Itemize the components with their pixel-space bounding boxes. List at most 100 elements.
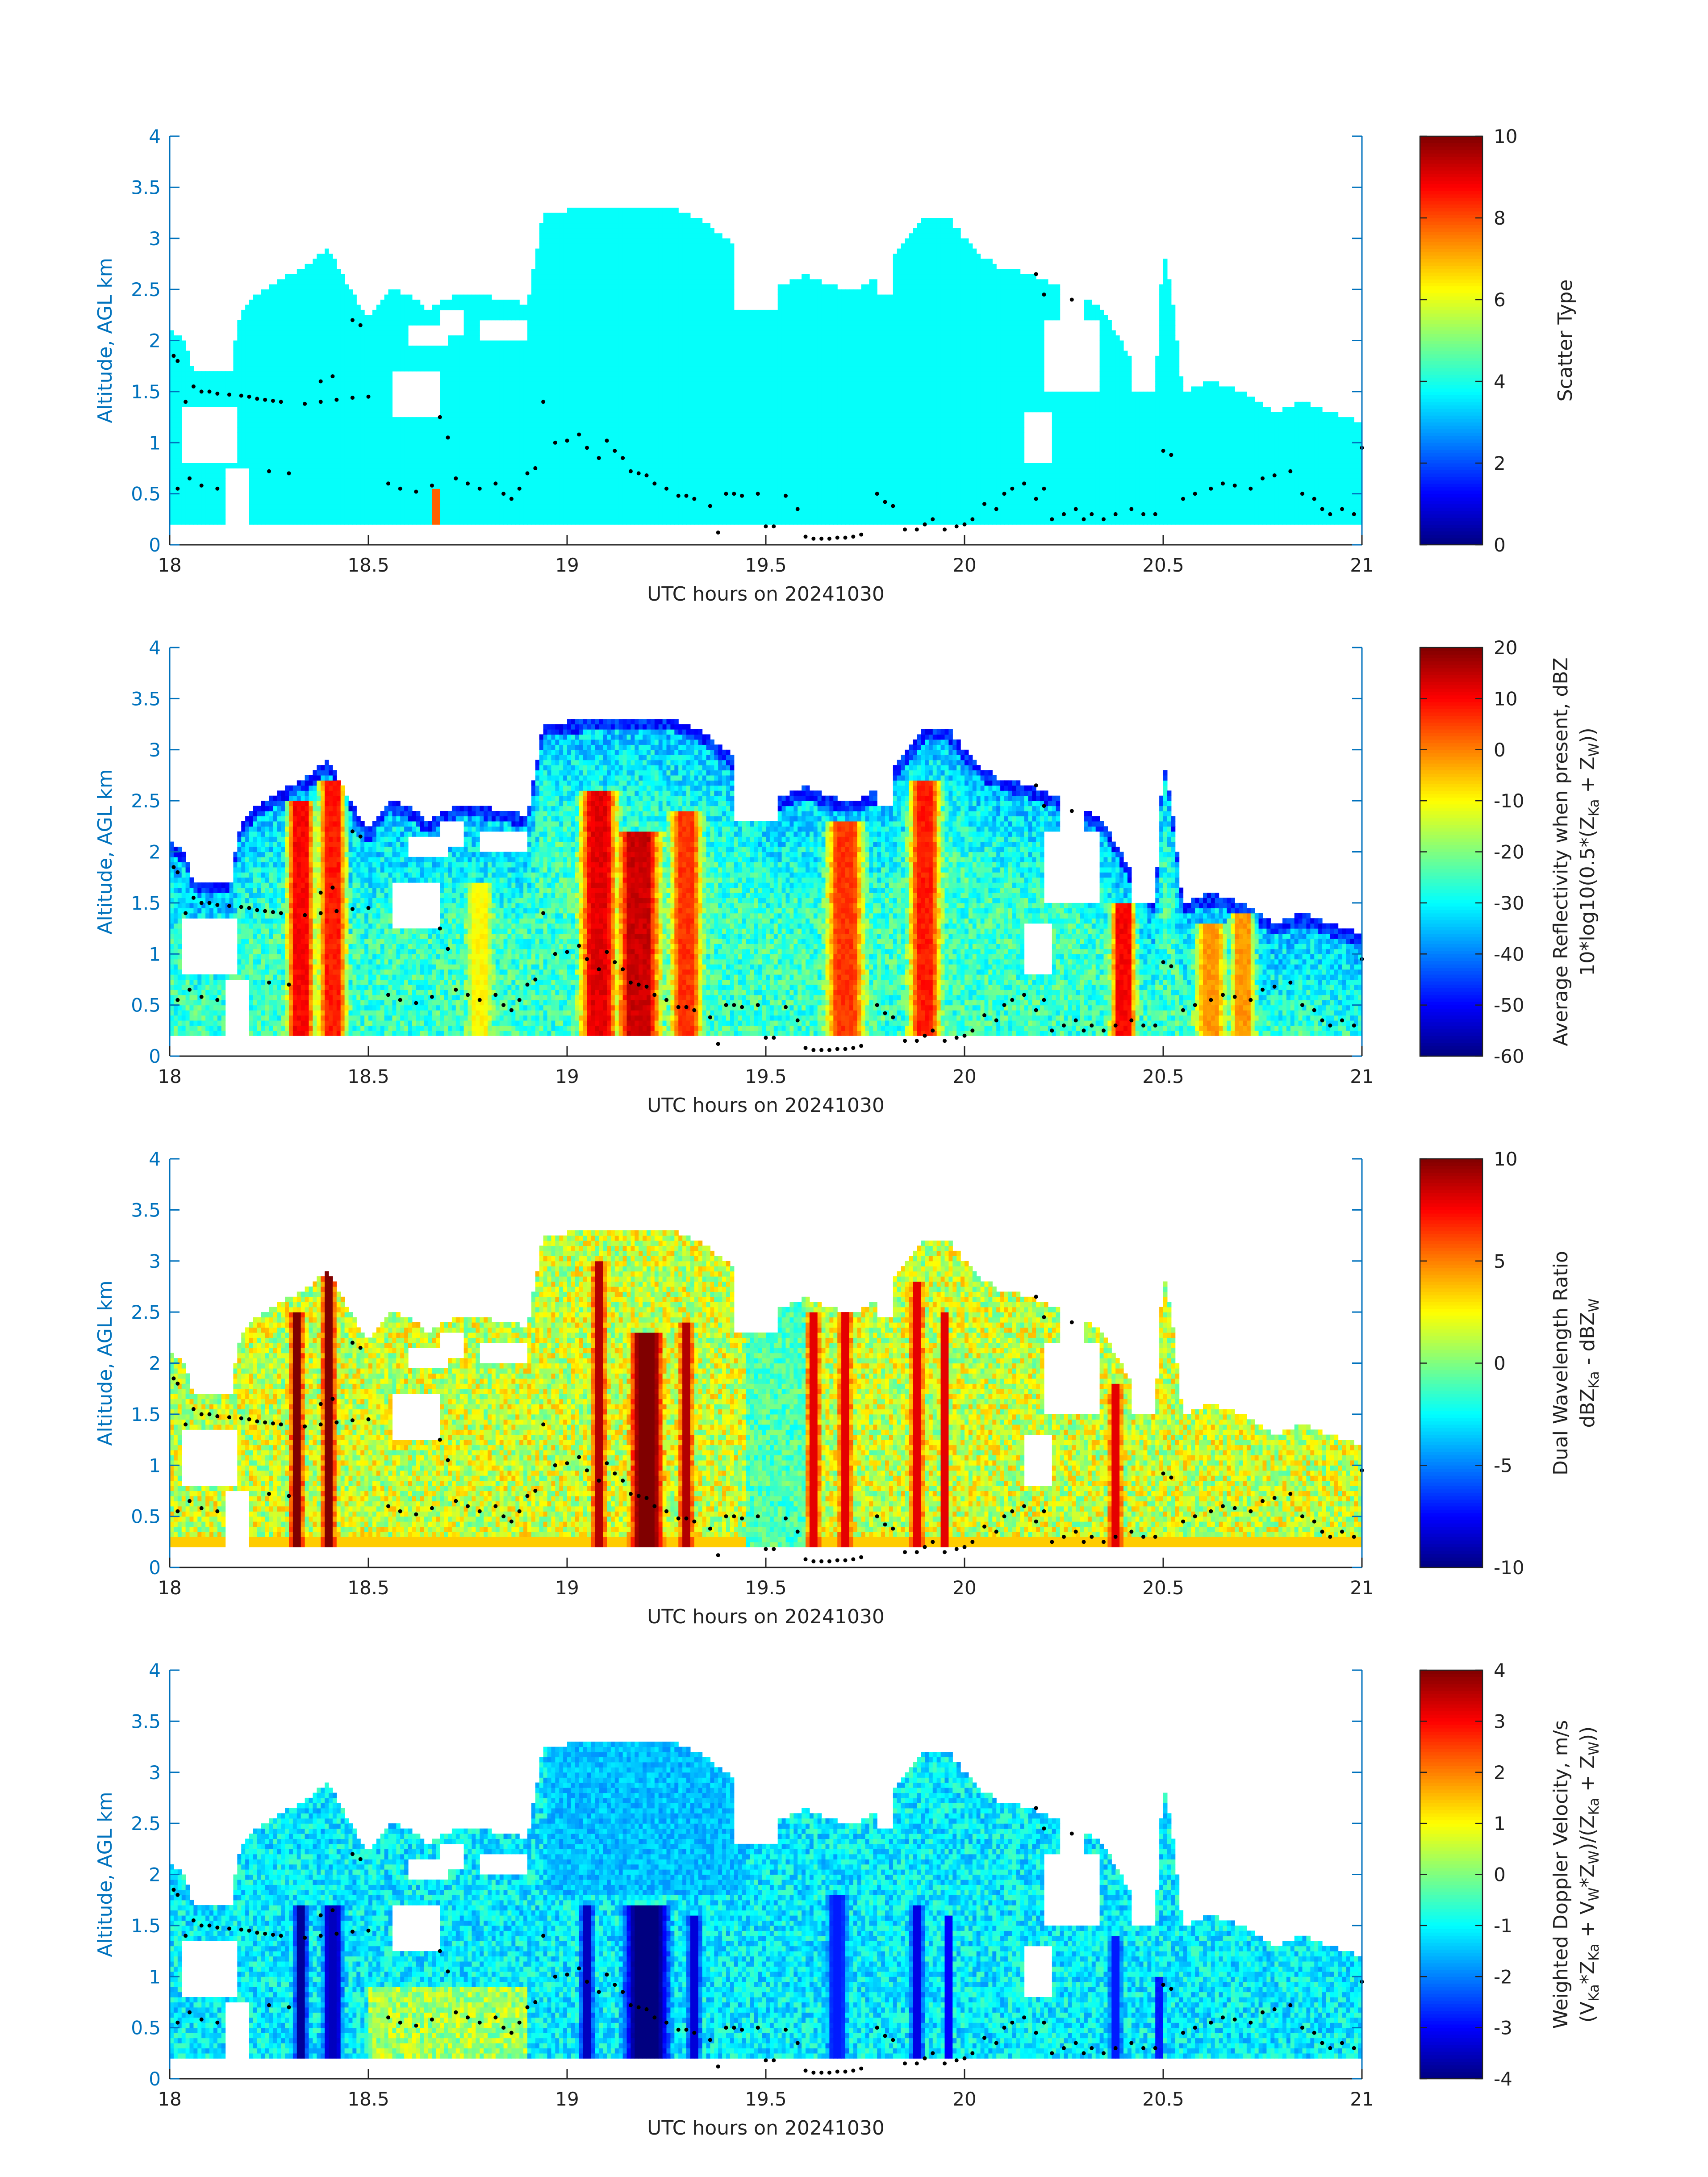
heatmap-cell [293, 432, 297, 438]
heatmap-cell [249, 315, 254, 320]
heatmap-cell [345, 346, 349, 351]
heatmap-cell [309, 284, 313, 290]
heatmap-cell [341, 279, 345, 284]
heatmap-cell [281, 504, 285, 510]
heatmap-cell [281, 417, 285, 422]
heatmap-cell [257, 325, 262, 330]
heatmap-cell [285, 310, 289, 315]
heatmap-cell [277, 468, 281, 473]
heatmap-cell [281, 484, 285, 489]
heatmap-cell [309, 509, 313, 514]
heatmap-cell [345, 295, 349, 300]
heatmap-cell [281, 392, 285, 397]
heatmap-cell [257, 386, 262, 392]
heatmap-cell [293, 315, 297, 320]
heatmap-cell [333, 448, 337, 453]
heatmap-cell [273, 422, 277, 428]
heatmap-cell [257, 361, 262, 366]
heatmap-cell [301, 346, 305, 351]
heatmap-cell [293, 514, 297, 519]
heatmap-cell [182, 494, 186, 499]
heatmap-cell [245, 305, 250, 310]
heatmap-cell [333, 289, 337, 295]
heatmap-cell [297, 514, 301, 519]
heatmap-cell [253, 509, 258, 514]
heatmap-cell [226, 386, 230, 392]
heatmap-cell [249, 463, 254, 468]
heatmap-cell [249, 371, 254, 376]
heatmap-cell [249, 427, 254, 433]
heatmap-cell [301, 499, 305, 504]
heatmap-cell [178, 443, 182, 448]
heatmap-cell [321, 269, 325, 274]
heatmap-cell [273, 489, 277, 494]
heatmap-cell [333, 341, 337, 346]
heatmap-cell [190, 484, 194, 489]
heatmap-cell [217, 371, 222, 376]
heatmap-cell [178, 504, 182, 510]
heatmap-cell [182, 366, 186, 372]
heatmap-cell [221, 402, 226, 407]
heatmap-cell [333, 325, 337, 330]
heatmap-cell [257, 494, 262, 499]
heatmap-cell [273, 478, 277, 484]
heatmap-cell [253, 427, 258, 433]
heatmap-cell [257, 438, 262, 443]
heatmap-cell [309, 386, 313, 392]
heatmap-cell [289, 422, 293, 428]
heatmap-cell [301, 438, 305, 443]
heatmap-cell [269, 473, 274, 479]
heatmap-cell [317, 448, 321, 453]
heatmap-cell [237, 371, 242, 376]
heatmap-cell [329, 386, 333, 392]
heatmap-cell [249, 417, 254, 422]
heatmap-cell [309, 397, 313, 402]
heatmap-cell [293, 325, 297, 330]
heatmap-cell [289, 402, 293, 407]
heatmap-cell [309, 443, 313, 448]
heatmap-cell [333, 315, 337, 320]
heatmap-cell [309, 325, 313, 330]
heatmap-cell [329, 351, 333, 356]
heatmap-cell [233, 376, 238, 382]
heatmap-cell [309, 402, 313, 407]
heatmap-cell [297, 376, 301, 382]
heatmap-cell [257, 300, 262, 305]
heatmap-cell [349, 519, 353, 525]
heatmap-cell [313, 494, 317, 499]
heatmap-cell [273, 484, 277, 489]
heatmap-cell [345, 305, 349, 310]
heatmap-cell [265, 438, 270, 443]
heatmap-cell [293, 305, 297, 310]
heatmap-cell [337, 438, 341, 443]
heatmap-cell [289, 519, 293, 525]
heatmap-cell [277, 519, 281, 525]
heatmap-cell [257, 330, 262, 336]
heatmap-cell [325, 432, 329, 438]
heatmap-cell [253, 473, 258, 479]
heatmap-cell [345, 468, 349, 473]
heatmap-cell [273, 432, 277, 438]
heatmap-cell [305, 494, 309, 499]
heatmap-cell [277, 381, 281, 387]
heatmap-cell [313, 300, 317, 305]
heatmap-cell [337, 310, 341, 315]
heatmap-cell [289, 341, 293, 346]
heatmap-cell [329, 254, 333, 259]
heatmap-cell [277, 341, 281, 346]
heatmap-cell [186, 392, 190, 397]
heatmap-cell [309, 484, 313, 489]
heatmap-cell [261, 366, 266, 372]
heatmap-cell [337, 274, 341, 280]
heatmap-cell [190, 392, 194, 397]
heatmap-cell [205, 509, 210, 514]
heatmap-cell [293, 484, 297, 489]
heatmap-cell [253, 402, 258, 407]
heatmap-cell [289, 484, 293, 489]
heatmap-cell [293, 509, 297, 514]
heatmap-cell [289, 448, 293, 453]
heatmap-cell [293, 402, 297, 407]
heatmap-cell [297, 432, 301, 438]
heatmap-cell [201, 478, 206, 484]
heatmap-cell [329, 473, 333, 479]
